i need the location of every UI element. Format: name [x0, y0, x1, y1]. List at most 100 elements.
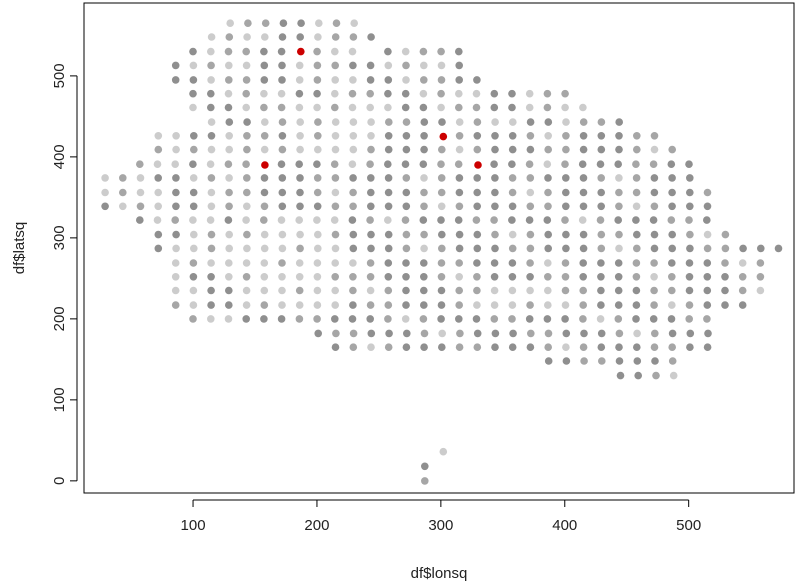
- data-point: [562, 230, 570, 239]
- data-point: [332, 19, 341, 28]
- data-point: [543, 89, 552, 98]
- data-point: [260, 89, 268, 98]
- data-point: [101, 202, 109, 211]
- data-point: [296, 33, 305, 41]
- data-point: [348, 160, 357, 168]
- data-point: [652, 371, 660, 380]
- data-point: [349, 244, 358, 253]
- data-point: [313, 286, 322, 295]
- data-point: [437, 76, 446, 84]
- data-point: [242, 301, 251, 309]
- data-point: [579, 174, 588, 182]
- data-point: [491, 329, 500, 338]
- data-point: [314, 145, 322, 154]
- data-point: [331, 301, 340, 309]
- data-point: [774, 244, 783, 253]
- data-point: [686, 202, 694, 211]
- data-point: [295, 76, 304, 84]
- data-point: [349, 230, 358, 239]
- data-point: [455, 188, 464, 197]
- data-point: [596, 160, 605, 168]
- data-point: [615, 145, 623, 154]
- data-point: [207, 103, 215, 112]
- data-point: [508, 230, 517, 239]
- data-point: [331, 118, 340, 126]
- data-point: [420, 188, 428, 197]
- data-point: [314, 329, 323, 338]
- data-point: [207, 132, 216, 140]
- data-point: [171, 273, 180, 281]
- data-point: [402, 76, 410, 84]
- data-point: [544, 132, 552, 140]
- data-point: [101, 188, 109, 197]
- data-point: [616, 371, 625, 380]
- data-point: [313, 103, 321, 112]
- data-point: [349, 118, 358, 126]
- data-point: [597, 118, 606, 126]
- data-point: [455, 76, 464, 84]
- data-point: [686, 343, 694, 352]
- data-point: [277, 315, 286, 323]
- data-point: [438, 145, 446, 154]
- data-point: [401, 47, 410, 56]
- data-point: [366, 273, 375, 281]
- x-tick-label: 500: [676, 517, 701, 534]
- data-point: [437, 89, 445, 98]
- data-point: [278, 145, 287, 154]
- data-point: [402, 244, 411, 253]
- data-point: [314, 230, 322, 239]
- data-point: [579, 188, 588, 197]
- data-point: [438, 329, 447, 338]
- data-point: [243, 230, 251, 239]
- data-point: [561, 216, 569, 224]
- data-point: [685, 273, 694, 281]
- data-point: [331, 145, 340, 154]
- data-point: [667, 160, 676, 168]
- data-point: [632, 216, 640, 224]
- data-point: [260, 76, 269, 84]
- data-point: [703, 273, 712, 281]
- data-point: [331, 343, 340, 352]
- data-point: [420, 259, 428, 267]
- data-point: [260, 132, 269, 140]
- data-point: [437, 286, 446, 295]
- y-tick-label: 0: [51, 477, 68, 485]
- data-point: [331, 47, 339, 56]
- data-point: [562, 118, 570, 126]
- data-point: [207, 89, 215, 98]
- data-point: [668, 286, 676, 295]
- data-point: [650, 273, 658, 281]
- data-point: [561, 315, 569, 323]
- data-point: [508, 343, 517, 352]
- data-point: [261, 33, 269, 41]
- data-point: [331, 244, 340, 253]
- data-point: [171, 286, 180, 295]
- data-point: [243, 174, 251, 182]
- y-axis-title: df$latsq: [11, 222, 28, 275]
- data-point: [650, 202, 659, 211]
- data-point: [189, 89, 197, 98]
- data-point: [615, 244, 623, 253]
- data-point: [189, 174, 198, 182]
- data-point: [402, 174, 411, 182]
- data-point: [313, 61, 322, 70]
- data-point: [651, 357, 659, 365]
- data-point: [278, 188, 287, 197]
- data-point: [721, 301, 729, 309]
- data-point: [243, 132, 251, 140]
- data-point: [668, 145, 676, 154]
- data-point: [278, 244, 287, 253]
- data-point: [579, 259, 587, 267]
- data-point: [738, 259, 747, 267]
- data-point: [366, 301, 375, 309]
- data-point: [207, 273, 215, 281]
- data-point: [650, 188, 659, 197]
- data-point: [349, 329, 358, 338]
- data-point: [402, 202, 411, 211]
- data-point: [437, 61, 446, 70]
- data-point: [278, 33, 287, 41]
- data-point: [508, 202, 517, 211]
- data-point: [525, 315, 534, 323]
- data-point: [314, 118, 322, 126]
